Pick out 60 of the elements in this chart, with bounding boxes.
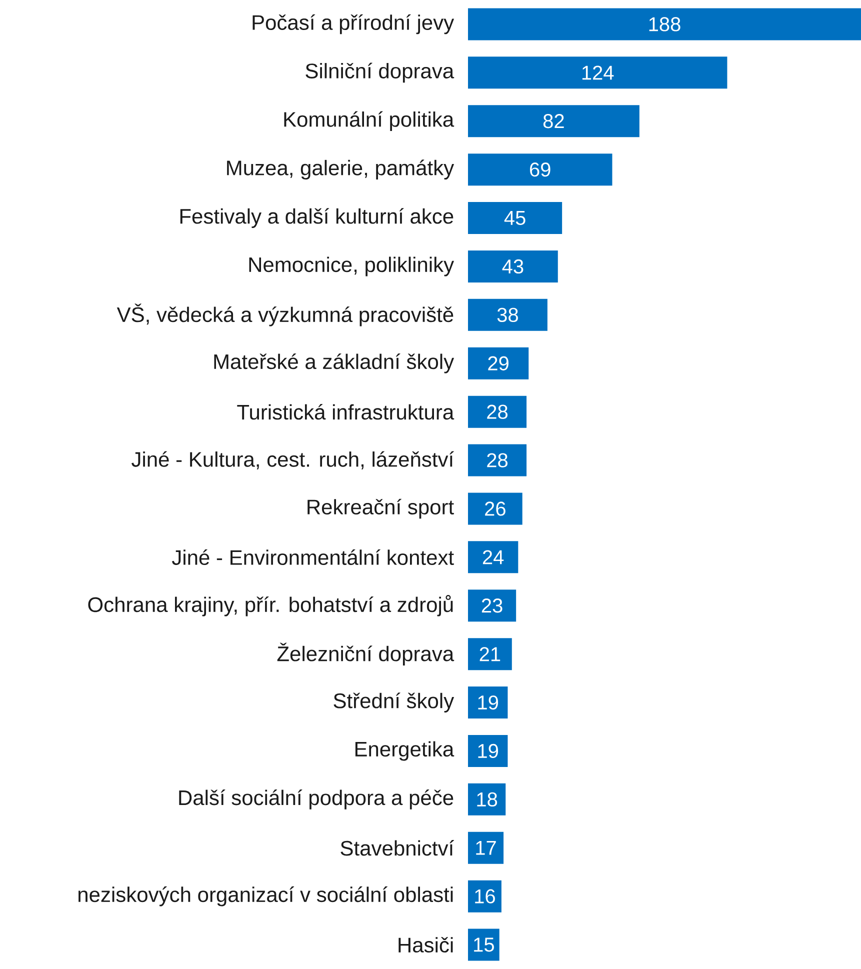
data-label: 17: [476, 841, 496, 855]
y-tick-label: Muzea, galerie, památky: [227, 160, 454, 180]
bar: [468, 202, 562, 234]
y-tick-label: Energetika: [355, 741, 454, 761]
data-label: 28: [487, 404, 508, 419]
data-label: 15: [474, 938, 494, 952]
bar: [468, 590, 516, 622]
bar: [468, 880, 502, 912]
data-label: 16: [475, 889, 495, 904]
y-tick-label: neziskových organizací v sociální oblasti: [78, 886, 453, 906]
data-label: 82: [543, 114, 564, 128]
bar: [468, 347, 529, 380]
y-tick-label: Jiné - Environmentální kontext: [172, 549, 454, 566]
bar: [468, 832, 504, 864]
data-label: 29: [488, 356, 508, 370]
data-label: 45: [504, 211, 526, 226]
bar: [468, 8, 861, 40]
bar: [468, 928, 500, 961]
bar: [468, 783, 506, 816]
bar: [468, 444, 527, 476]
y-tick-label: Turistická infrastruktura: [237, 404, 454, 420]
data-label: 26: [485, 502, 506, 516]
data-label: 23: [482, 598, 502, 613]
data-label: 19: [478, 695, 498, 710]
data-label: 21: [480, 647, 500, 662]
y-tick-label: Silniční doprava: [306, 62, 454, 83]
data-label: 188: [649, 17, 680, 32]
data-label: 69: [530, 162, 550, 177]
bar: [468, 56, 728, 89]
y-tick-label: VŠ, vědecká a výzkumná pracoviště: [116, 304, 454, 326]
bar: [468, 298, 548, 331]
y-tick-label: Nemocnice, polikliniky: [249, 256, 454, 276]
y-tick-label: Ochrana krajiny, přír. bohatství a zdrojů: [88, 594, 453, 616]
bar: [468, 638, 512, 670]
y-tick-label: Počasí a přírodní jevy: [252, 14, 454, 34]
bar: [468, 154, 612, 186]
data-label: 38: [497, 308, 518, 322]
bar: [468, 686, 508, 719]
y-tick-label: Hasiči: [398, 937, 453, 953]
bar: [468, 250, 558, 282]
data-label: 124: [582, 66, 614, 80]
y-tick-label: Stavebnictví: [340, 840, 454, 856]
bar: [468, 734, 508, 767]
y-tick-label: Mateřské a základní školy: [214, 353, 454, 374]
y-tick-label: Komunální politika: [284, 111, 454, 132]
bar: [468, 396, 527, 428]
y-tick-label: Rekreační sport: [308, 498, 454, 519]
data-label: 43: [502, 259, 524, 274]
y-tick-label: Festivaly a další kulturní akce: [180, 208, 454, 228]
bar: [468, 492, 522, 525]
bar: [468, 105, 640, 138]
data-label: 28: [487, 453, 508, 468]
bar: [468, 541, 518, 574]
y-tick-label: Železniční doprava: [277, 642, 454, 666]
y-tick-label: Jiné - Kultura, cest. ruch, lázeňství: [132, 451, 454, 470]
y-tick-label: Střední školy: [334, 692, 454, 712]
y-tick-label: Další sociální podpora a péče: [179, 790, 454, 810]
data-label: 18: [477, 792, 498, 807]
data-label: 24: [482, 550, 504, 564]
data-label: 19: [478, 744, 498, 758]
